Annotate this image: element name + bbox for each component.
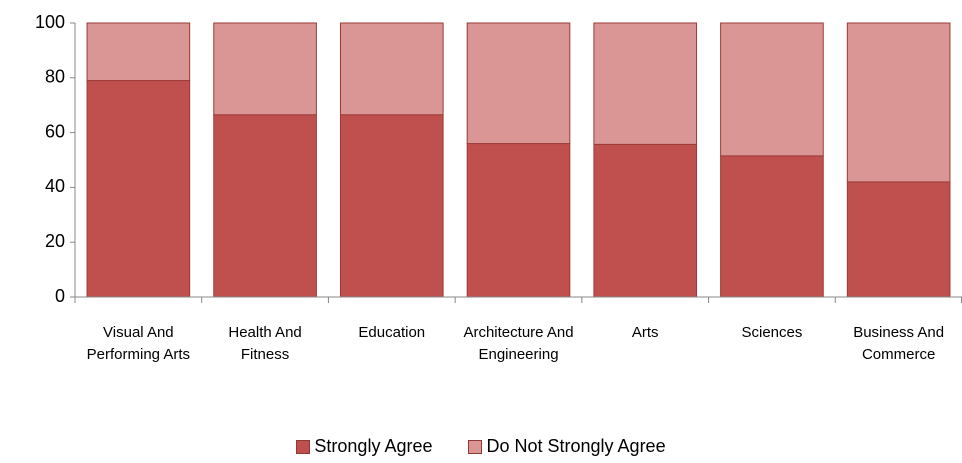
bar xyxy=(339,22,444,116)
bar xyxy=(846,181,951,298)
x-tick-label: Business And Commerce xyxy=(853,324,945,363)
legend-label: Strongly Agree xyxy=(314,436,433,456)
bar xyxy=(466,22,571,145)
bar xyxy=(339,114,444,298)
legend-item: Strongly Agree xyxy=(296,436,432,457)
y-tick-label: 80 xyxy=(45,67,65,87)
bar xyxy=(213,22,317,116)
x-tick-label: Arts xyxy=(631,324,659,341)
y-tick-label: 40 xyxy=(45,176,65,196)
bar xyxy=(593,22,698,145)
bar xyxy=(86,22,191,82)
bar xyxy=(213,114,317,298)
y-tick-label: 0 xyxy=(55,286,65,306)
legend-swatch xyxy=(296,439,311,454)
bar xyxy=(720,22,824,157)
bar xyxy=(720,155,824,298)
y-tick-label: 100 xyxy=(35,12,65,32)
legend-swatch xyxy=(468,439,483,454)
x-tick-label: Education xyxy=(358,324,426,341)
legend: Strongly Agree Do Not Strongly Agree xyxy=(0,436,962,457)
y-tick-label: 20 xyxy=(45,231,65,251)
x-tick-label: Health And Fitness xyxy=(228,324,302,363)
bar xyxy=(593,143,698,298)
x-tick-label: Architecture And Engineering xyxy=(463,324,574,363)
legend-item: Do Not Strongly Agree xyxy=(468,436,666,457)
bar xyxy=(846,22,951,183)
bar xyxy=(466,143,571,298)
x-tick-label: Sciences xyxy=(741,324,803,341)
x-tick-label: Visual And Performing Arts xyxy=(86,324,191,363)
legend-label: Do Not Strongly Agree xyxy=(486,436,666,456)
bar xyxy=(86,80,191,298)
y-tick-label: 60 xyxy=(45,121,65,141)
